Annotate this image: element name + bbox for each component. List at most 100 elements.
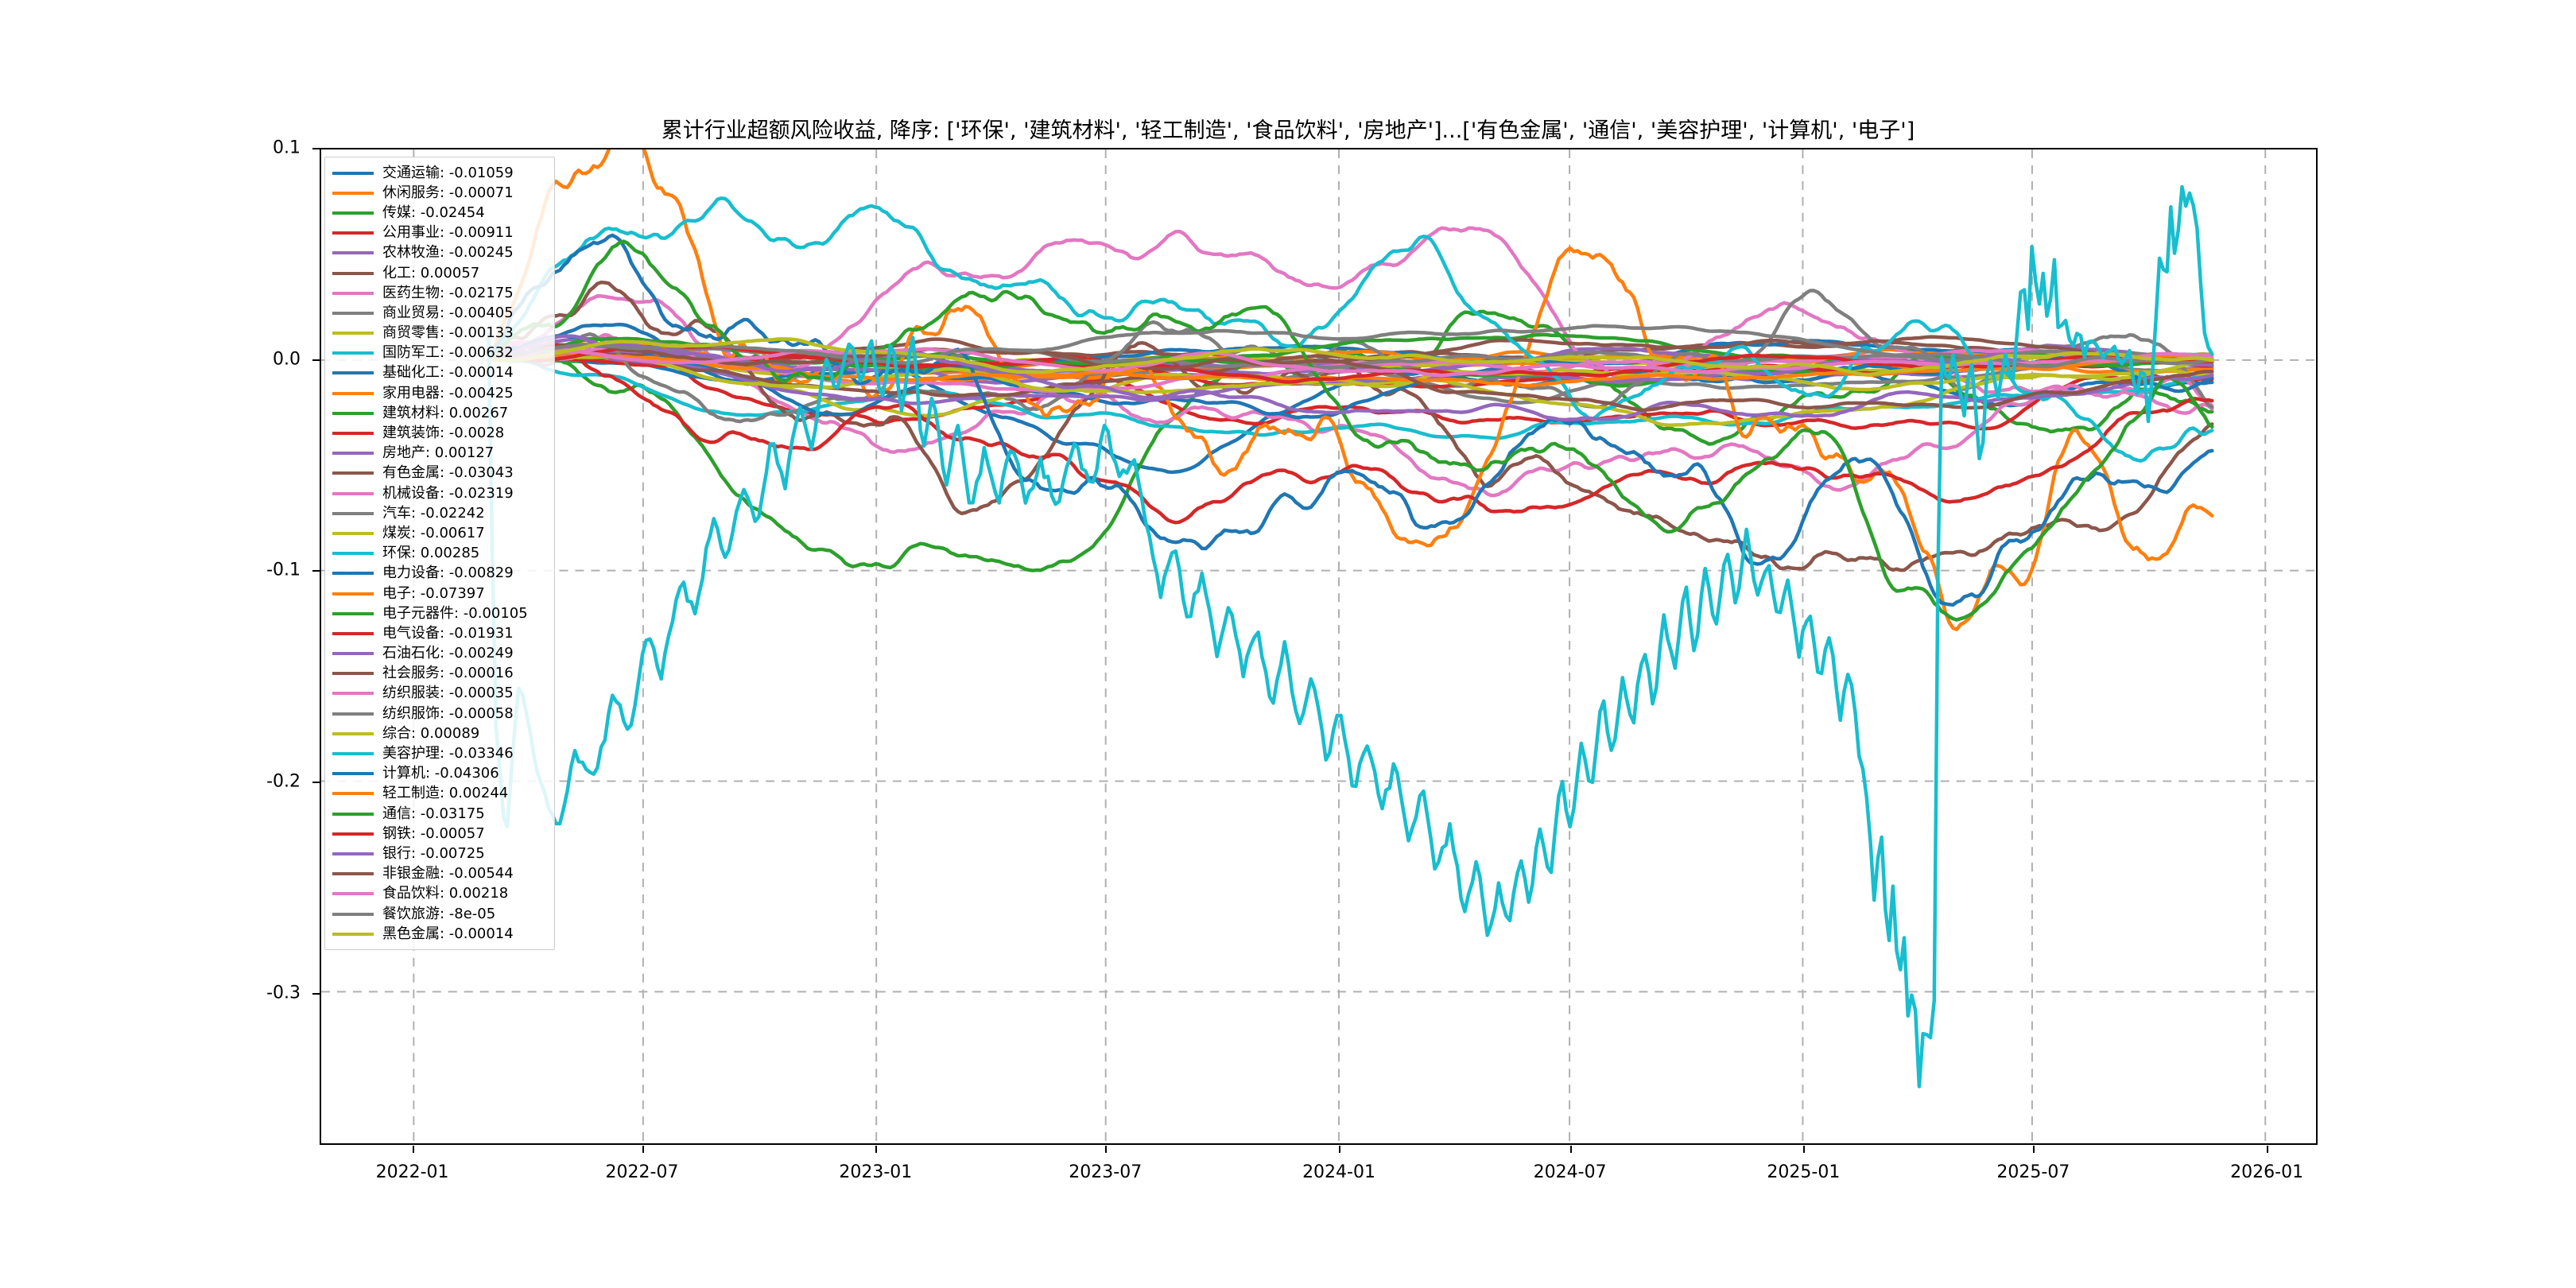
- legend-item-label: 有色金属: -0.03043: [382, 464, 514, 482]
- x-axis-tick-mark: [1339, 1146, 1341, 1153]
- legend-item-label: 轻工制造: 0.00244: [382, 785, 509, 802]
- legend-item[interactable]: 食品饮料: 0.00218: [332, 884, 547, 904]
- legend-item[interactable]: 综合: 0.00089: [332, 724, 547, 743]
- legend-item-label: 电子: -0.07397: [382, 584, 485, 602]
- x-axis-tick-mark: [412, 1146, 414, 1153]
- legend-item-label: 纺织服饰: -0.00058: [382, 704, 514, 722]
- legend-color-swatch: [332, 652, 374, 656]
- page-title: 累计行业超额风险收益, 降序: ['环保', '建筑材料', '轻工制造', '…: [661, 118, 1915, 143]
- legend-color-swatch: [332, 471, 374, 475]
- x-axis-tick-mark: [1569, 1146, 1572, 1153]
- legend-item[interactable]: 休闲服务: -0.00071: [332, 183, 547, 203]
- legend-item[interactable]: 煤炭: -0.00617: [332, 523, 547, 543]
- series-line: [487, 239, 2214, 622]
- y-axis-tick-mark: [312, 782, 320, 784]
- legend-color-swatch: [332, 792, 374, 796]
- legend-item[interactable]: 机械设备: -0.02319: [332, 483, 547, 503]
- legend-color-swatch: [332, 411, 374, 415]
- legend-color-swatch: [332, 852, 374, 855]
- series-line: [487, 196, 2214, 463]
- legend-item[interactable]: 电子元器件: -0.00105: [332, 603, 547, 623]
- legend-item[interactable]: 家用电器: -0.00425: [332, 383, 547, 403]
- legend-item[interactable]: 电气设备: -0.01931: [332, 623, 547, 643]
- legend-item[interactable]: 非银金融: -0.00544: [332, 864, 547, 884]
- legend-item[interactable]: 轻工制造: 0.00244: [332, 784, 547, 804]
- legend-item[interactable]: 电子: -0.07397: [332, 584, 547, 603]
- legend-item[interactable]: 建筑材料: 0.00267: [332, 403, 547, 423]
- legend-color-swatch: [332, 531, 374, 535]
- legend-color-swatch: [332, 391, 374, 395]
- y-axis-tick-mark: [312, 992, 320, 995]
- x-axis-tick-label: 2024-07: [1533, 1162, 1607, 1182]
- legend-color-swatch: [332, 231, 374, 235]
- legend-color-swatch: [332, 872, 374, 876]
- legend-item[interactable]: 交通运输: -0.01059: [332, 163, 547, 183]
- legend-color-swatch: [332, 572, 374, 576]
- legend-item-label: 电气设备: -0.01931: [382, 624, 514, 642]
- legend-item[interactable]: 餐饮旅游: -8e-05: [332, 904, 547, 924]
- legend-item[interactable]: 房地产: 0.00127: [332, 444, 547, 464]
- series-line: [487, 324, 2214, 369]
- legend-item[interactable]: 商业贸易: -0.00405: [332, 303, 547, 323]
- legend-color-swatch: [332, 311, 374, 315]
- legend-item[interactable]: 社会服务: -0.00016: [332, 664, 547, 684]
- legend-color-swatch: [332, 432, 374, 436]
- y-axis-tick-mark: [312, 359, 320, 361]
- x-axis-tick-label: 2024-01: [1302, 1162, 1375, 1182]
- legend-item[interactable]: 环保: 0.00285: [332, 544, 547, 564]
- legend-item[interactable]: 农林牧渔: -0.00245: [332, 243, 547, 263]
- legend-item[interactable]: 银行: -0.00725: [332, 844, 547, 863]
- legend-item[interactable]: 医药生物: -0.02175: [332, 283, 547, 303]
- series-line: [487, 337, 2214, 377]
- legend-color-swatch: [332, 631, 374, 635]
- legend-item-label: 农林牧渔: -0.00245: [382, 244, 514, 262]
- legend-item[interactable]: 黑色金属: -0.00014: [332, 924, 547, 944]
- legend-item[interactable]: 化工: 0.00057: [332, 263, 547, 283]
- legend-item[interactable]: 基础化工: -0.00014: [332, 363, 547, 383]
- y-axis-tick-label: -0.1: [266, 560, 301, 580]
- legend-item-label: 交通运输: -0.01059: [382, 164, 514, 181]
- legend-item[interactable]: 商贸零售: -0.00133: [332, 324, 547, 343]
- legend-item[interactable]: 汽车: -0.02242: [332, 503, 547, 523]
- legend-color-swatch: [332, 332, 374, 336]
- legend-item[interactable]: 石油石化: -0.00249: [332, 644, 547, 664]
- x-axis-tick-label: 2025-07: [1996, 1162, 2070, 1182]
- legend-color-swatch: [332, 491, 374, 495]
- legend[interactable]: 交通运输: -0.01059 休闲服务: -0.00071 传媒: -0.02454…: [324, 157, 555, 951]
- legend-color-swatch: [332, 731, 374, 735]
- legend-item-label: 钢铁: -0.00057: [382, 824, 485, 842]
- legend-item[interactable]: 钢铁: -0.00057: [332, 824, 547, 844]
- legend-item[interactable]: 美容护理: -0.03346: [332, 743, 547, 763]
- legend-item[interactable]: 公用事业: -0.00911: [332, 223, 547, 243]
- x-axis-tick-mark: [1803, 1146, 1806, 1153]
- legend-item-label: 煤炭: -0.00617: [382, 524, 485, 541]
- legend-color-swatch: [332, 812, 374, 816]
- legend-item-label: 化工: 0.00057: [382, 264, 480, 281]
- legend-item[interactable]: 传媒: -0.02454: [332, 203, 547, 223]
- legend-color-swatch: [332, 552, 374, 556]
- series-line: [487, 184, 2214, 1088]
- y-axis-tick-label: -0.3: [266, 983, 301, 1003]
- legend-color-swatch: [332, 211, 374, 215]
- legend-item-label: 家用电器: -0.00425: [382, 384, 514, 402]
- legend-item[interactable]: 通信: -0.03175: [332, 804, 547, 824]
- legend-item-label: 公用事业: -0.00911: [382, 224, 514, 242]
- legend-color-swatch: [332, 692, 374, 696]
- legend-item[interactable]: 建筑装饰: -0.0028: [332, 423, 547, 443]
- legend-item-label: 休闲服务: -0.00071: [382, 184, 514, 201]
- legend-item[interactable]: 纺织服饰: -0.00058: [332, 704, 547, 724]
- legend-item[interactable]: 有色金属: -0.03043: [332, 464, 547, 483]
- grid-lines: [321, 149, 2316, 1143]
- legend-item-label: 环保: 0.00285: [382, 545, 480, 562]
- legend-item-label: 机械设备: -0.02319: [382, 484, 514, 502]
- x-axis-tick-label: 2022-07: [605, 1162, 679, 1182]
- legend-item[interactable]: 电力设备: -0.00829: [332, 564, 547, 584]
- legend-item-label: 建筑装饰: -0.0028: [382, 425, 505, 442]
- legend-item-label: 综合: 0.00089: [382, 724, 480, 742]
- legend-item-label: 建筑材料: 0.00267: [382, 404, 509, 421]
- legend-item[interactable]: 纺织服装: -0.00035: [332, 684, 547, 704]
- legend-item[interactable]: 国防军工: -0.00632: [332, 343, 547, 363]
- legend-item[interactable]: 计算机: -0.04306: [332, 764, 547, 784]
- legend-item-label: 电子元器件: -0.00105: [382, 604, 528, 622]
